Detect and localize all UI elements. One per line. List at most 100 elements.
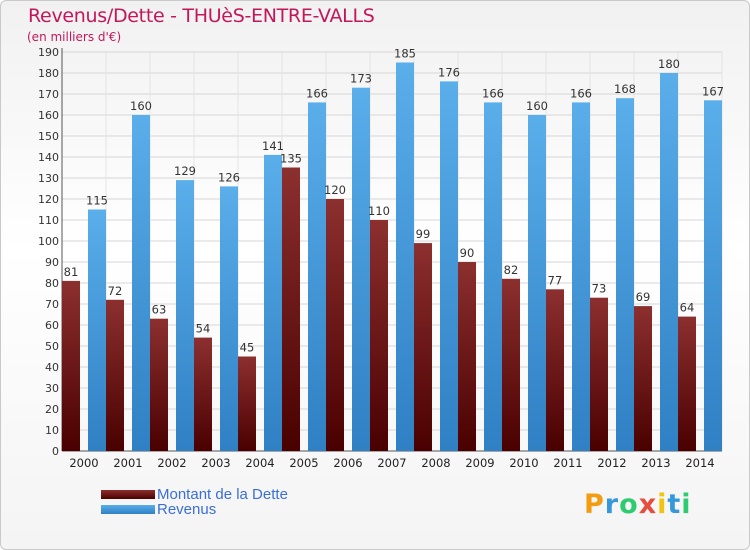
logo-letter: P — [584, 489, 605, 520]
legend-label-revenus: Revenus — [157, 501, 217, 518]
y-tick-label: 80 — [45, 277, 59, 290]
y-tick-label: 120 — [38, 193, 59, 206]
bar-revenus — [704, 100, 722, 452]
bar-debt — [546, 289, 564, 451]
data-label: 120 — [324, 183, 346, 197]
y-tick-label: 10 — [45, 424, 59, 437]
bars — [62, 62, 722, 452]
bar-debt — [414, 243, 432, 451]
data-label: 176 — [438, 65, 460, 79]
data-label: 45 — [240, 341, 255, 355]
data-label: 166 — [482, 86, 504, 100]
bar-debt — [150, 318, 168, 451]
x-tick-label: 2000 — [69, 456, 98, 470]
data-label: 69 — [636, 290, 651, 304]
data-label: 90 — [460, 246, 475, 260]
bar-debt — [370, 220, 388, 451]
data-label: 54 — [196, 322, 211, 336]
chart-subtitle: (en milliers d'€) — [27, 30, 122, 44]
data-label: 99 — [416, 227, 431, 241]
data-label: 129 — [174, 164, 196, 178]
data-label: 160 — [130, 99, 152, 113]
data-label: 167 — [702, 84, 724, 98]
bar-debt — [590, 297, 608, 451]
chart-title: Revenus/Dette - THUèS-ENTRE-VALLS — [28, 5, 375, 27]
bar-revenus — [176, 180, 194, 451]
y-tick-label: 160 — [38, 109, 59, 122]
bar-debt — [194, 337, 212, 451]
bar-debt — [238, 356, 256, 451]
data-label: 73 — [592, 282, 607, 296]
x-tick-label: 2009 — [465, 456, 494, 470]
legend-swatch-revenus — [101, 505, 155, 514]
legend-swatch-debt — [101, 490, 155, 499]
bar-debt — [62, 280, 80, 451]
data-label: 135 — [280, 152, 302, 166]
logo-letter: i — [657, 489, 668, 520]
bar-revenus — [440, 81, 458, 452]
y-tick-label: 180 — [38, 67, 59, 80]
legend-label-debt: Montant de la Dette — [157, 486, 288, 503]
x-tick-label: 2014 — [685, 456, 714, 470]
x-tick-label: 2006 — [333, 456, 362, 470]
bar-revenus — [484, 102, 502, 452]
x-tick-label: 2004 — [245, 456, 274, 470]
logo-letter: r — [604, 489, 620, 520]
data-label: 166 — [570, 86, 592, 100]
data-label: 63 — [152, 303, 167, 317]
logo-letter: i — [681, 489, 692, 520]
logo-letter: t — [667, 489, 682, 520]
data-label: 173 — [350, 72, 372, 86]
y-tick-label: 90 — [45, 256, 59, 269]
bar-revenus — [264, 154, 282, 451]
bar-debt — [678, 316, 696, 451]
data-label: 160 — [526, 99, 548, 113]
bar-revenus — [220, 186, 238, 451]
y-tick-label: 20 — [45, 403, 59, 416]
y-tick-label: 50 — [45, 340, 59, 353]
x-tick-label: 2005 — [289, 456, 318, 470]
x-tick-label: 2007 — [377, 456, 406, 470]
data-label: 141 — [262, 139, 284, 153]
bar-debt — [502, 278, 520, 451]
x-tick-label: 2001 — [113, 456, 142, 470]
bar-revenus — [528, 115, 546, 451]
y-tick-label: 140 — [38, 151, 59, 164]
x-tick-label: 2013 — [641, 456, 670, 470]
data-label: 168 — [614, 82, 636, 96]
y-tick-label: 0 — [52, 445, 59, 458]
x-tick-label: 2010 — [509, 456, 538, 470]
data-label: 115 — [86, 194, 108, 208]
data-label: 77 — [548, 273, 563, 287]
y-tick-label: 60 — [45, 319, 59, 332]
legend-item-debt: Montant de la Dette — [101, 487, 288, 502]
bar-debt — [458, 262, 476, 451]
bar-debt — [282, 167, 300, 451]
data-label: 110 — [368, 204, 390, 218]
data-label: 185 — [394, 47, 416, 61]
y-tick-label: 70 — [45, 298, 59, 311]
y-tick-label: 30 — [45, 382, 59, 395]
data-label: 126 — [218, 170, 240, 184]
x-tick-label: 2008 — [421, 456, 450, 470]
bar-revenus — [572, 102, 590, 452]
data-label: 72 — [108, 284, 123, 298]
y-tick-label: 100 — [38, 235, 59, 248]
data-label: 166 — [306, 86, 328, 100]
bar-debt — [106, 299, 124, 451]
data-label: 82 — [504, 263, 519, 277]
bar-revenus — [396, 62, 414, 451]
data-label: 180 — [658, 57, 680, 71]
x-tick-label: 2012 — [597, 456, 626, 470]
legend: Montant de la Dette Revenus — [101, 487, 288, 517]
bar-revenus — [352, 87, 370, 451]
data-label: 81 — [64, 265, 79, 279]
proxiti-logo: Proxiti — [584, 489, 692, 520]
y-tick-label: 190 — [38, 46, 59, 59]
logo-letter: o — [619, 489, 639, 520]
bar-debt — [634, 306, 652, 451]
x-tick-label: 2011 — [553, 456, 582, 470]
y-tick-label: 110 — [38, 214, 59, 227]
